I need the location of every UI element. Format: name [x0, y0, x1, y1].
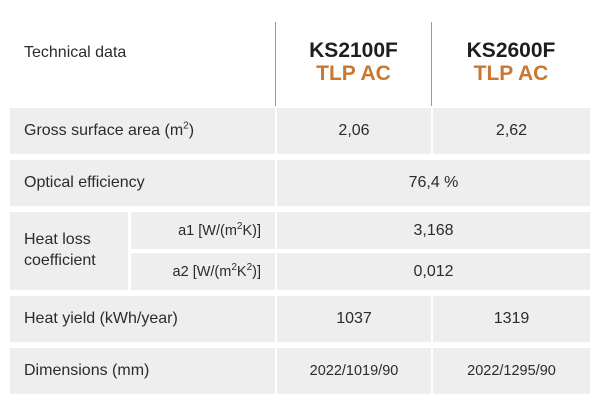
optical-efficiency-value: 76,4 % — [277, 160, 590, 206]
model-sub: TLP AC — [473, 61, 549, 85]
heat-yield-value-1: 1037 — [277, 296, 431, 342]
gross-surface-area-label-cell: Gross surface area (m2) — [10, 108, 275, 154]
heat-loss-a2-value: 0,012 — [277, 253, 590, 290]
gross-surface-area-label: Gross surface area (m2) — [24, 120, 195, 139]
heat-loss-label-cell: Heat loss coefficient — [10, 212, 128, 290]
gross-surface-area-value-2: 2,62 — [433, 108, 590, 154]
header-divider-1 — [275, 22, 276, 106]
heat-loss-a2-label-cell: a2 [W/(m2K2)] — [131, 253, 275, 290]
heat-loss-a1-label-cell: a1 [W/(m2K)] — [131, 212, 275, 249]
model-header-ks2600f: KS2600F TLP AC — [432, 10, 590, 105]
a2-label: a2 [W/(m2K2)] — [172, 261, 261, 280]
model-sub: TLP AC — [316, 61, 391, 85]
model-name: KS2100F — [309, 39, 398, 63]
heat-loss-label-line2: coefficient — [24, 252, 96, 269]
heat-loss-a1-value: 3,168 — [277, 212, 590, 249]
dimensions-label-cell: Dimensions (mm) — [10, 348, 275, 394]
heat-loss-label-line1: Heat loss — [24, 231, 91, 249]
dimensions-value-1: 2022/1019/90 — [277, 348, 431, 394]
heat-yield-value-2: 1319 — [433, 296, 590, 342]
optical-efficiency-label-cell: Optical efficiency — [10, 160, 275, 206]
header-label-cell: Technical data — [10, 10, 275, 105]
optical-efficiency-label: Optical efficiency — [24, 174, 145, 191]
model-header-ks2100f: KS2100F TLP AC — [276, 10, 431, 105]
header-label: Technical data — [24, 44, 127, 61]
model-name: KS2600F — [466, 39, 556, 63]
gross-surface-area-value-1: 2,06 — [277, 108, 431, 154]
a1-label: a1 [W/(m2K)] — [178, 220, 261, 239]
dimensions-value-2: 2022/1295/90 — [433, 348, 590, 394]
dimensions-label: Dimensions (mm) — [24, 362, 150, 379]
heat-yield-label: Heat yield (kWh/year) — [24, 310, 178, 327]
heat-yield-label-cell: Heat yield (kWh/year) — [10, 296, 275, 342]
header-divider-2 — [431, 22, 432, 106]
